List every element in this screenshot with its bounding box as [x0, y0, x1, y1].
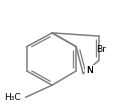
Text: N: N: [86, 66, 93, 75]
Text: N: N: [86, 66, 93, 75]
Text: Br: Br: [97, 45, 106, 54]
Text: H₃C: H₃C: [4, 93, 20, 102]
Text: N: N: [86, 66, 93, 75]
